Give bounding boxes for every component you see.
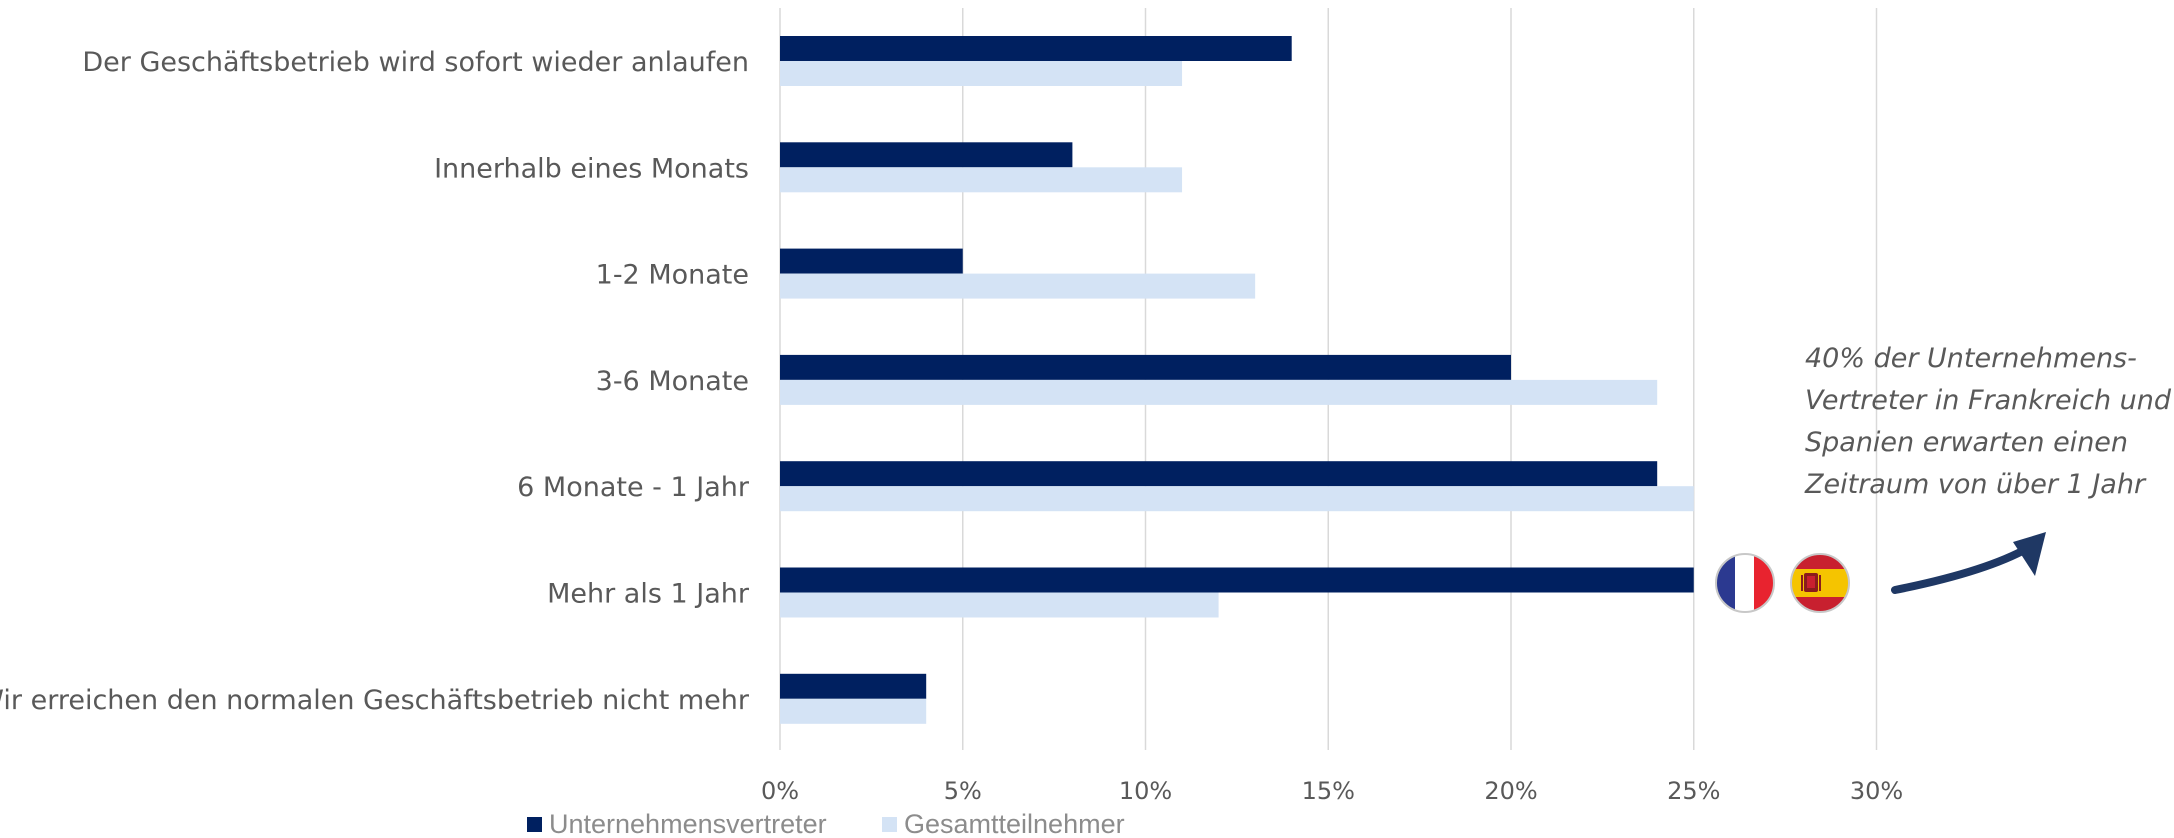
x-tick-label: 25% xyxy=(1667,777,1720,805)
category-label: Mehr als 1 Jahr xyxy=(547,579,750,610)
spain-flag-icon xyxy=(1790,553,1850,613)
legend-label-unternehmensvertreter: Unternehmensvertreter xyxy=(549,809,827,838)
bar-unternehmensvertreter xyxy=(780,354,1511,380)
category-labels: Der Geschäftsbetrieb wird sofort wieder … xyxy=(0,47,750,716)
bar-gesamtteilnehmer xyxy=(780,167,1183,193)
x-tick-label: 15% xyxy=(1302,777,1355,805)
x-tick-label: 20% xyxy=(1484,777,1537,805)
bar-unternehmensvertreter xyxy=(780,248,963,274)
annotation-line: Zeitraum von über 1 Jahr xyxy=(1805,469,2146,500)
bar-unternehmensvertreter xyxy=(780,142,1073,168)
annotation-arrow xyxy=(1891,532,2046,594)
annotation-line: 40% der Unternehmens- xyxy=(1805,343,2137,374)
bar-gesamtteilnehmer xyxy=(780,61,1183,86)
x-tick-label: 0% xyxy=(761,777,799,805)
bar-unternehmensvertreter xyxy=(780,567,1694,593)
bar-unternehmensvertreter xyxy=(780,461,1658,487)
legend-swatch-unternehmensvertreter xyxy=(527,817,542,832)
category-label: 6 Monate - 1 Jahr xyxy=(517,472,750,503)
bar-gesamtteilnehmer xyxy=(780,273,1256,299)
category-label: Wir erreichen den normalen Geschäftsbetr… xyxy=(0,685,750,716)
category-label: 1-2 Monate xyxy=(596,260,749,291)
bar-gesamtteilnehmer xyxy=(780,379,1658,405)
bar-gesamtteilnehmer xyxy=(780,486,1694,512)
france-flag-icon xyxy=(1715,553,1775,613)
legend-label-gesamtteilnehmer: Gesamtteilnehmer xyxy=(904,809,1125,838)
x-tick-label: 10% xyxy=(1119,777,1172,805)
category-label: 3-6 Monate xyxy=(596,366,749,397)
annotation-line: Spanien erwarten einen xyxy=(1805,427,2129,458)
legend-swatch-gesamtteilnehmer xyxy=(882,817,897,832)
category-label: Der Geschäftsbetrieb wird sofort wieder … xyxy=(82,47,749,78)
bar-gesamtteilnehmer xyxy=(780,698,927,724)
bar-gesamtteilnehmer xyxy=(780,592,1219,618)
legend: Unternehmensvertreter Gesamtteilnehmer xyxy=(527,809,1125,838)
bar-unternehmensvertreter xyxy=(780,673,927,699)
bar-unternehmensvertreter xyxy=(780,36,1292,61)
x-tick-labels: 0% 5% 10% 15% 20% 25% 30% xyxy=(761,777,1903,805)
x-tick-label: 5% xyxy=(944,777,982,805)
x-tick-label: 30% xyxy=(1850,777,1903,805)
bars xyxy=(780,36,1694,724)
annotation-line: Vertreter in Frankreich und xyxy=(1805,385,2172,416)
annotation-text: 40% der Unternehmens- Vertreter in Frank… xyxy=(1805,338,2174,506)
category-label: Innerhalb eines Monats xyxy=(434,153,749,184)
